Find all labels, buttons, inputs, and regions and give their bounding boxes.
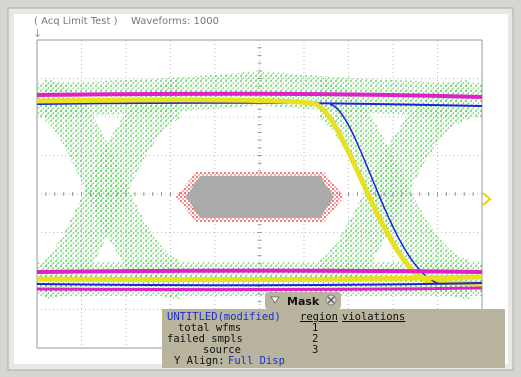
scope-display: ( Acq Limit Test ) Waveforms: 1000 ↓ Mas… <box>0 0 521 377</box>
column-header: region <box>300 311 338 323</box>
trigger-marker: ↓ <box>33 27 42 40</box>
trace-yellow-bottom <box>37 277 482 280</box>
mask-region <box>186 176 334 218</box>
y-align-value: Full Disp <box>228 355 285 367</box>
column-header: violations <box>342 311 405 323</box>
page: ( Acq Limit Test ) Waveforms: 1000 ↓ Mas… <box>0 0 521 377</box>
mask-title: Mask <box>287 295 320 308</box>
row-region: 3 <box>312 344 318 356</box>
waveform-count: Waveforms: 1000 <box>131 16 219 27</box>
acq-mode: ( Acq Limit Test ) <box>34 16 118 27</box>
trace-magenta-bottom-2 <box>37 288 482 290</box>
trace-magenta-bottom <box>37 271 482 273</box>
y-align-label: Y Align: <box>174 355 225 367</box>
